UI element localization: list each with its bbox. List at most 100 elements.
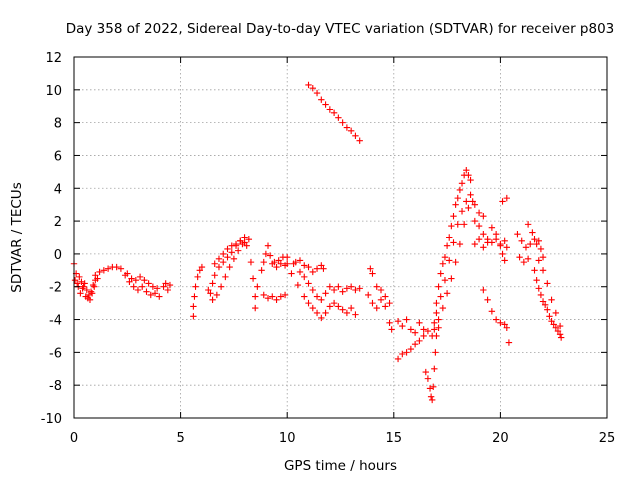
data-point — [382, 303, 389, 310]
data-point — [527, 240, 534, 248]
data-point — [277, 293, 285, 300]
data-point — [196, 267, 203, 274]
data-point — [439, 260, 447, 267]
data-point — [275, 257, 282, 264]
data-point — [335, 283, 342, 290]
data-point — [80, 283, 87, 290]
data-point — [424, 327, 432, 335]
data-point — [352, 311, 359, 318]
data-point — [501, 257, 508, 264]
data-point — [136, 273, 144, 281]
data-point — [411, 340, 419, 348]
data-point — [273, 296, 280, 304]
data-point — [535, 237, 542, 244]
data-point — [83, 286, 90, 294]
data-point — [266, 252, 274, 259]
data-point — [117, 265, 125, 272]
series-seg-22h-b — [535, 257, 564, 330]
data-point — [456, 240, 464, 248]
data-point — [149, 283, 157, 290]
data-point — [284, 260, 291, 267]
data-point — [335, 303, 342, 310]
data-point — [537, 245, 545, 253]
data-point — [224, 253, 231, 261]
data-point — [522, 244, 530, 251]
data-point — [264, 295, 272, 302]
series-seg-6h-a — [190, 263, 206, 320]
data-point — [488, 224, 496, 231]
data-point — [143, 288, 150, 295]
data-point — [88, 290, 96, 297]
data-point — [471, 240, 479, 248]
data-point — [228, 249, 235, 256]
data-point — [520, 258, 528, 266]
y-tick-label: -10 — [41, 412, 62, 427]
data-point — [557, 334, 565, 341]
data-point — [463, 167, 470, 174]
data-point — [318, 314, 325, 322]
x-tick-label: 15 — [386, 431, 403, 446]
data-point — [271, 258, 278, 266]
data-point — [330, 109, 338, 116]
data-point — [254, 283, 261, 290]
data-point — [431, 365, 438, 372]
data-point — [326, 283, 334, 290]
data-point — [347, 304, 355, 312]
series-seg-10h-c — [292, 257, 327, 276]
data-point — [96, 268, 103, 276]
data-point — [296, 268, 304, 276]
data-point — [309, 304, 316, 312]
data-point — [373, 283, 380, 290]
data-point — [209, 296, 216, 304]
data-point — [91, 283, 98, 290]
data-point — [301, 262, 308, 269]
data-point — [262, 250, 270, 258]
data-point — [94, 275, 101, 282]
series-seg-15h-low — [394, 327, 432, 363]
data-point — [78, 278, 85, 286]
data-point — [352, 286, 359, 294]
data-point — [252, 293, 259, 300]
data-point — [245, 235, 253, 243]
data-point — [437, 270, 444, 277]
data-point — [269, 293, 276, 300]
data-point — [318, 96, 325, 103]
data-point — [277, 260, 285, 267]
data-point — [130, 283, 137, 290]
data-point — [435, 316, 442, 323]
data-point — [134, 286, 142, 294]
data-point — [541, 301, 549, 308]
data-point — [220, 250, 227, 258]
data-point — [524, 255, 532, 263]
data-point — [313, 293, 321, 300]
data-point — [531, 267, 538, 274]
y-tick-label: 4 — [54, 182, 62, 197]
data-point — [309, 84, 316, 92]
data-point — [343, 309, 351, 317]
data-point — [499, 250, 506, 258]
data-point — [132, 276, 140, 284]
data-point — [497, 319, 504, 327]
data-point — [471, 217, 479, 225]
data-point — [448, 275, 455, 282]
data-point — [92, 272, 99, 279]
data-point — [339, 306, 346, 313]
data-point — [190, 313, 197, 320]
data-point — [427, 393, 435, 400]
series-seg-6h-d — [211, 237, 248, 267]
data-point — [465, 171, 472, 179]
data-point — [458, 180, 466, 187]
data-point — [377, 286, 385, 294]
data-point — [497, 240, 504, 248]
data-point — [166, 281, 174, 289]
data-point — [160, 283, 167, 290]
series-seg-11h-high — [305, 81, 363, 144]
data-point — [288, 270, 295, 277]
series-seg-4h — [160, 280, 174, 294]
data-point — [441, 253, 449, 261]
data-point — [213, 291, 221, 299]
series-seg-6h-c — [209, 240, 250, 304]
data-point — [535, 285, 542, 292]
data-point — [104, 265, 112, 272]
